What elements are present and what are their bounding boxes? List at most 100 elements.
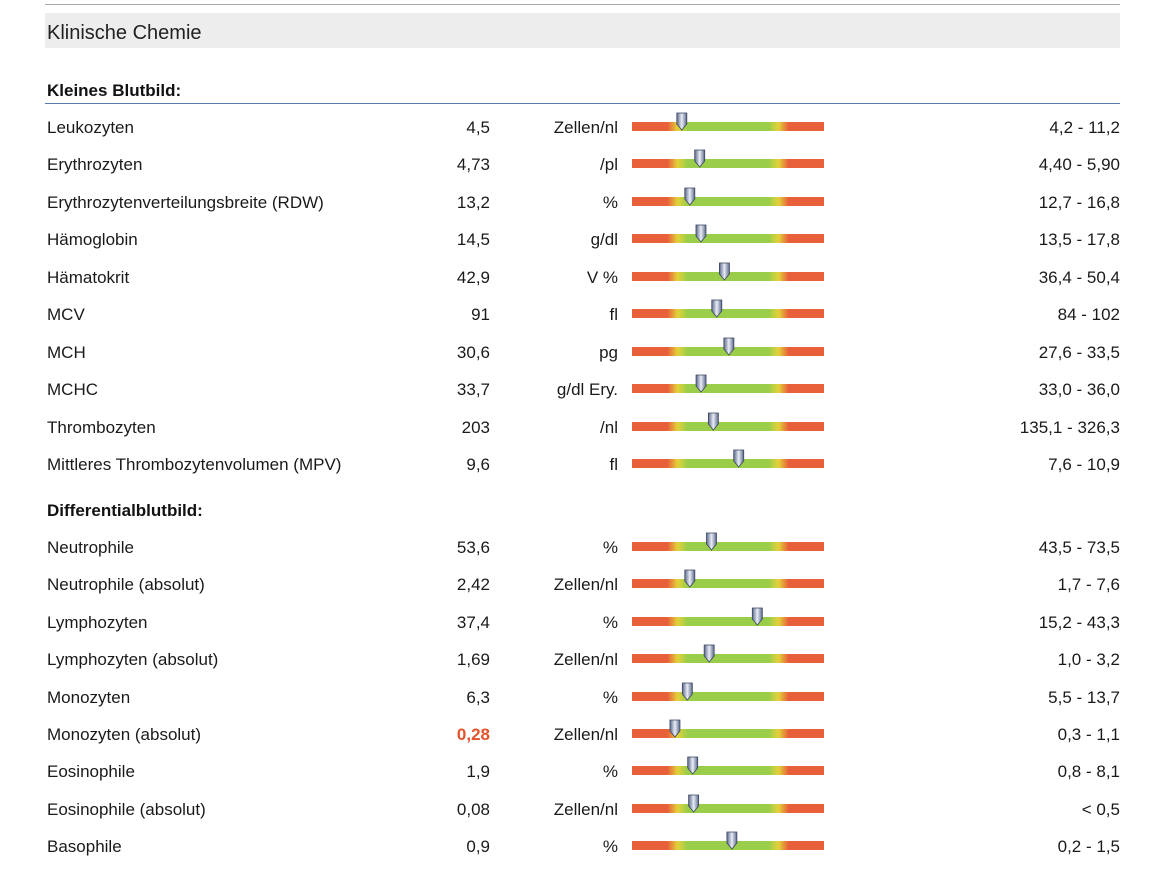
analyte-value: 0,9	[466, 837, 490, 856]
analyte-value-flagged: 0,28	[456, 725, 490, 744]
range-track	[632, 422, 824, 431]
reference-range: < 0,5	[1081, 800, 1120, 819]
value-pointer	[688, 794, 700, 813]
reference-range: 0,8 - 8,1	[1057, 762, 1120, 781]
analyte-name: Hämatokrit	[47, 268, 130, 287]
analyte-value: 0,08	[456, 800, 490, 819]
table-row: Eosinophile 1,9% 0,8 - 8,1	[0, 753, 1170, 789]
table-row: Monozyten (absolut) 0,28 Zellen/nl 0,3 - 1,…	[0, 716, 1170, 752]
reference-range: 0,2 - 1,5	[1057, 837, 1120, 856]
range-indicator	[632, 187, 824, 206]
analyte-name: Monozyten	[47, 688, 131, 707]
analyte-unit: /pl	[600, 155, 618, 174]
analyte-value: 30,6	[456, 343, 490, 362]
analyte-value: 33,7	[456, 380, 490, 399]
value-pointer	[676, 112, 688, 131]
value-pointer	[695, 374, 707, 393]
analyte-name: Leukozyten	[47, 118, 134, 137]
value-pointer	[707, 412, 719, 431]
section-divider	[45, 103, 1120, 104]
range-track	[632, 692, 824, 701]
value-pointer	[681, 682, 693, 701]
range-indicator	[632, 224, 824, 243]
analyte-unit: Zellen/nl	[553, 725, 618, 744]
analyte-name: Neutrophile	[47, 538, 134, 557]
reference-range: 27,6 - 33,5	[1038, 343, 1120, 362]
analyte-unit: %	[602, 193, 618, 212]
value-pointer	[694, 149, 706, 168]
analyte-name: Eosinophile (absolut)	[47, 800, 206, 819]
range-track	[632, 579, 824, 588]
section-title-kleines-blutbild: Kleines Blutbild:	[47, 81, 182, 100]
analyte-unit: %	[602, 613, 618, 632]
page-header: Klinische Chemie	[45, 13, 1120, 48]
range-indicator	[632, 831, 824, 850]
value-pointer	[695, 224, 707, 243]
range-indicator	[632, 569, 824, 588]
analyte-value: 4,5	[466, 118, 490, 137]
value-pointer	[711, 299, 723, 318]
analyte-value: 91	[471, 305, 490, 324]
range-track	[632, 841, 824, 850]
reference-range: 1,0 - 3,2	[1057, 650, 1120, 669]
range-track	[632, 159, 824, 168]
range-track	[632, 122, 824, 131]
range-indicator	[632, 719, 824, 738]
value-pointer	[726, 831, 738, 850]
range-track	[632, 459, 824, 468]
range-indicator	[632, 149, 824, 168]
value-pointer	[718, 262, 730, 281]
analyte-name: Erythrozyten	[47, 155, 143, 174]
analyte-value: 13,2	[456, 193, 490, 212]
analyte-unit: g/dl	[590, 230, 618, 249]
reference-range: 135,1 - 326,3	[1019, 418, 1120, 437]
analyte-unit: fl	[609, 305, 619, 324]
table-row: Lymphozyten 37,4% 15,2 - 43,3	[0, 604, 1170, 640]
value-pointer	[687, 756, 699, 775]
reference-range: 36,4 - 50,4	[1038, 268, 1120, 287]
range-track	[632, 309, 824, 318]
range-indicator	[632, 756, 824, 775]
value-pointer	[751, 607, 763, 626]
analyte-unit: pg	[599, 343, 618, 362]
reference-range: 4,2 - 11,2	[1049, 118, 1120, 137]
range-indicator	[632, 112, 824, 131]
range-indicator	[632, 374, 824, 393]
analyte-value: 4,73	[456, 155, 490, 174]
analyte-unit: Zellen/nl	[553, 800, 618, 819]
analyte-value: 9,6	[466, 455, 490, 474]
range-indicator	[632, 682, 824, 701]
reference-range: 84 - 102	[1057, 305, 1120, 324]
table-row: Neutrophile (absolut) 2,42 Zellen/nl 1,7 - …	[0, 566, 1170, 602]
analyte-unit: g/dl Ery.	[556, 380, 618, 399]
analyte-name: Mittleres Thrombozytenvolumen (MPV)	[47, 455, 342, 474]
range-indicator	[632, 299, 824, 318]
range-indicator	[632, 337, 824, 356]
analyte-unit: %	[602, 837, 618, 856]
analyte-name: MCV	[47, 305, 85, 324]
analyte-unit: V %	[586, 268, 618, 287]
range-track	[632, 654, 824, 663]
analyte-value: 53,6	[456, 538, 490, 557]
value-pointer	[706, 532, 717, 551]
reference-range: 7,6 - 10,9	[1048, 455, 1120, 474]
analyte-name: Eosinophile	[47, 762, 135, 781]
analyte-unit: Zellen/nl	[553, 650, 618, 669]
reference-range: 5,5 - 13,7	[1048, 688, 1120, 707]
analyte-name: Neutrophile (absolut)	[47, 575, 205, 594]
range-indicator	[632, 449, 824, 468]
table-row: Lymphozyten (absolut) 1,69 Zellen/nl 1,0 - …	[0, 641, 1170, 677]
reference-range: 15,2 - 43,3	[1038, 613, 1120, 632]
table-row: Monozyten 6,3% 5,5 - 13,7	[0, 679, 1170, 715]
value-pointer	[669, 719, 681, 738]
range-track	[632, 617, 824, 626]
table-row: Erythrozytenverteilungsbreite (RDW) 13,2%…	[0, 184, 1170, 220]
analyte-value: 42,9	[456, 268, 490, 287]
value-pointer	[733, 449, 745, 468]
analyte-name: MCH	[47, 343, 86, 362]
range-track	[632, 384, 824, 393]
analyte-unit: Zellen/nl	[553, 118, 618, 137]
analyte-name: Monozyten (absolut)	[47, 725, 202, 744]
table-row: MCV 91 fl 84 - 102	[0, 296, 1170, 332]
analyte-unit: %	[602, 688, 618, 707]
